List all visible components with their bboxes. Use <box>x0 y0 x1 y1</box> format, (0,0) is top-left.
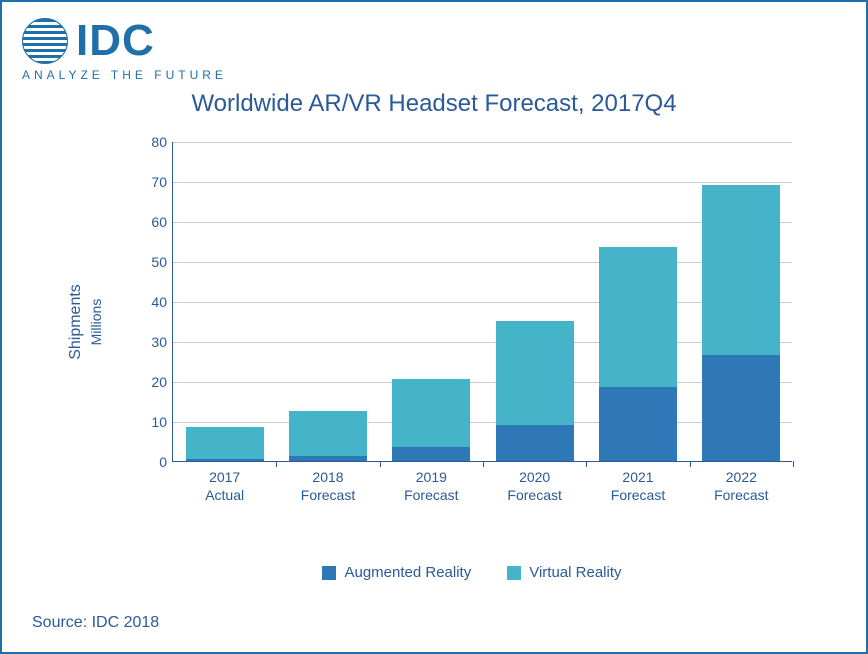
gridline <box>173 142 792 143</box>
y-tick-label: 20 <box>151 374 167 390</box>
x-tick-label: 2022Forecast <box>691 469 791 504</box>
gridline <box>173 262 792 263</box>
x-tick-label: 2018Forecast <box>278 469 378 504</box>
bar-segment <box>599 387 677 461</box>
logo-brand: IDC <box>76 16 155 66</box>
logo-tagline: ANALYZE THE FUTURE <box>22 68 227 82</box>
bar-segment <box>186 427 264 459</box>
idc-globe-icon <box>22 18 68 64</box>
bar-segment <box>289 411 367 456</box>
gridline <box>173 382 792 383</box>
y-tick-label: 40 <box>151 294 167 310</box>
x-tick-label: 2020Forecast <box>485 469 585 504</box>
x-tick-mark <box>483 461 484 467</box>
bar-segment <box>392 447 470 461</box>
x-tick-mark <box>690 461 691 467</box>
source-text: Source: IDC 2018 <box>32 614 159 632</box>
bar-segment <box>496 321 574 425</box>
x-tick-label: 2021Forecast <box>588 469 688 504</box>
legend-swatch <box>322 566 336 580</box>
plot-region: 010203040506070802017Actual2018Forecast2… <box>172 142 792 462</box>
gridline <box>173 222 792 223</box>
bar-segment <box>702 355 780 461</box>
y-tick-label: 10 <box>151 414 167 430</box>
gridline <box>173 342 792 343</box>
x-tick-mark <box>793 461 794 467</box>
chart-area: Shipments Millions 010203040506070802017… <box>132 132 812 512</box>
gridline <box>173 302 792 303</box>
y-axis-label: Shipments <box>67 284 85 360</box>
x-tick-label: 2019Forecast <box>381 469 481 504</box>
bar-segment <box>392 379 470 447</box>
bar-segment <box>186 459 264 461</box>
y-tick-label: 70 <box>151 174 167 190</box>
legend-label: Virtual Reality <box>529 564 621 581</box>
y-tick-label: 60 <box>151 214 167 230</box>
y-axis-sublabel: Millions <box>88 299 104 346</box>
legend-swatch <box>507 566 521 580</box>
y-tick-label: 0 <box>159 454 167 470</box>
bar-segment <box>496 425 574 461</box>
logo-block: IDC ANALYZE THE FUTURE <box>22 16 227 82</box>
y-tick-label: 30 <box>151 334 167 350</box>
bar-segment <box>289 456 367 461</box>
legend-item: Augmented Reality <box>322 564 471 581</box>
x-tick-mark <box>586 461 587 467</box>
y-tick-label: 50 <box>151 254 167 270</box>
legend: Augmented Reality Virtual Reality <box>132 564 812 581</box>
legend-label: Augmented Reality <box>344 564 471 581</box>
legend-item: Virtual Reality <box>507 564 621 581</box>
bar-segment <box>702 185 780 355</box>
x-tick-mark <box>380 461 381 467</box>
y-tick-label: 80 <box>151 134 167 150</box>
x-tick-mark <box>276 461 277 467</box>
x-tick-label: 2017Actual <box>175 469 275 504</box>
bar-segment <box>599 247 677 387</box>
gridline <box>173 182 792 183</box>
gridline <box>173 422 792 423</box>
chart-title: Worldwide AR/VR Headset Forecast, 2017Q4 <box>2 90 866 118</box>
